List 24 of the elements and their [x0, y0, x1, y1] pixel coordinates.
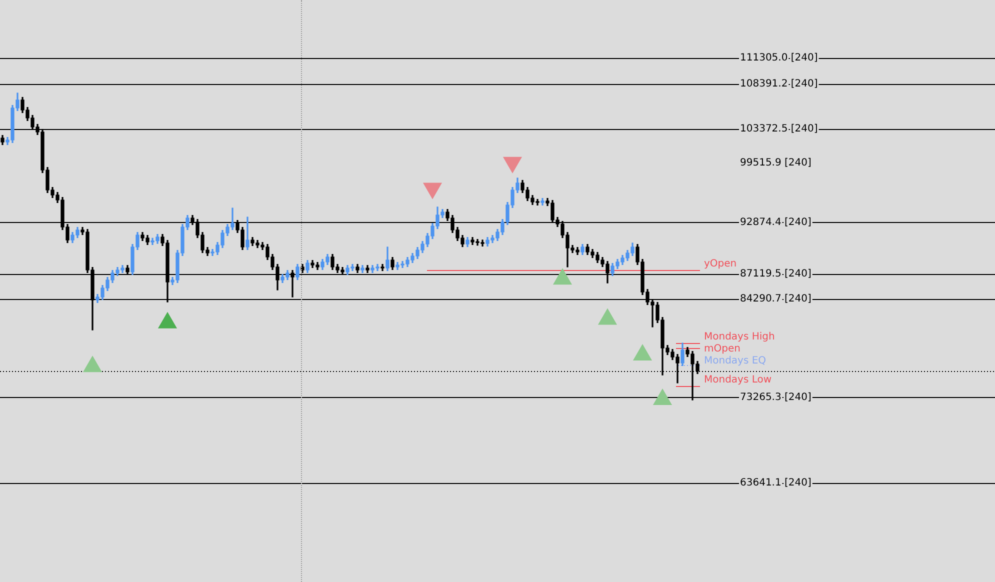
text: [240]	[790, 52, 818, 64]
text: [240]	[784, 293, 812, 304]
ref-line-label: Mondays EQ	[704, 356, 766, 367]
text: [240]	[790, 78, 818, 90]
ref-line-label: mOpen	[704, 344, 740, 355]
ref-line-label: yOpen	[704, 258, 737, 270]
y-tick-label: 84290.7	[740, 293, 782, 304]
text: [240]	[784, 216, 812, 228]
y-tick-label: 63641.1	[740, 478, 782, 489]
y-tick-label: 111305.0	[740, 52, 788, 64]
y-tick-label: 103372.5	[740, 123, 788, 134]
text: [240]	[784, 158, 812, 169]
ref-line-label: Mondays High	[704, 332, 775, 343]
y-tick-label: 99515.9	[740, 158, 782, 169]
text: [240]	[784, 478, 812, 489]
ref-line-label: Mondays Low	[704, 374, 772, 386]
candlestick	[246, 216, 250, 250]
y-tick-label: 73265.3	[740, 392, 782, 403]
text: [240]	[784, 392, 812, 403]
y-tick-label: 92874.4	[740, 216, 782, 228]
y-tick-label: 108391.2	[740, 78, 788, 90]
y-tick-label: 87119.5	[740, 268, 782, 280]
text: [240]	[784, 268, 812, 280]
text: [240]	[790, 123, 818, 134]
